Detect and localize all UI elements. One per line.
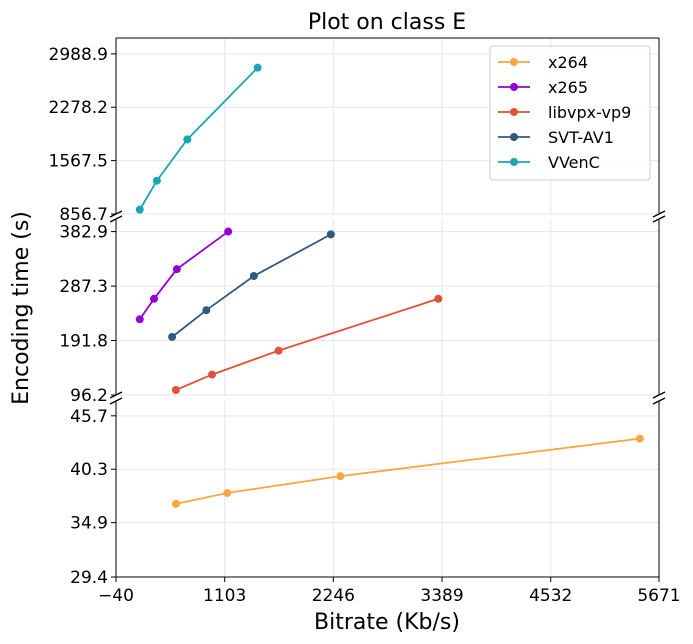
data-point-SVT-AV1 [249, 271, 258, 280]
axes [109, 37, 666, 582]
y-tick-label: 191.8 [59, 332, 108, 352]
x-tick-label: 5671 [637, 586, 680, 606]
y-tick-label: 40.3 [70, 460, 108, 480]
tick-labels: 856.7 1567.5 2278.2 2988.9 96.2 191.8 287.3 382… [49, 45, 681, 606]
data-point-libvpx-vp9 [171, 385, 180, 394]
data-point-x264 [635, 434, 644, 443]
axis-break-mark [652, 397, 666, 405]
x-tick-label: 2246 [312, 586, 355, 606]
data-point-x264 [223, 488, 232, 497]
y-tick-label: 34.9 [70, 514, 108, 534]
data-point-SVT-AV1 [326, 230, 335, 239]
axis-break-mark [652, 391, 666, 399]
x-tick-label: 1103 [203, 586, 246, 606]
series-line-libvpx-vp9 [175, 297, 439, 391]
series-line-x264 [175, 437, 641, 505]
data-point-x265 [172, 265, 181, 274]
legend-box [489, 45, 651, 181]
axis-break-mark [109, 210, 123, 218]
data-point-x264 [336, 472, 345, 481]
x-tick-label: −40 [98, 586, 134, 606]
axis-break-mark [109, 215, 123, 223]
legend-swatch-marker [510, 158, 518, 166]
series-group [135, 63, 644, 508]
legend-swatch-marker [510, 108, 518, 116]
legend-label: x265 [548, 78, 588, 97]
data-point-libvpx-vp9 [434, 294, 443, 303]
data-point-x264 [171, 499, 180, 508]
y-tick-label: 1567.5 [49, 152, 108, 172]
legend-label: SVT-AV1 [548, 128, 614, 147]
x-axis-title: Bitrate (Kb/s) [314, 610, 460, 635]
data-point-VVenC [253, 63, 262, 72]
data-point-x265 [224, 227, 233, 236]
y-tick-label: 2278.2 [49, 98, 108, 118]
data-point-SVT-AV1 [168, 332, 177, 341]
legend-label: x264 [548, 53, 588, 72]
axis-break-mark [652, 210, 666, 218]
axis-break-mark [109, 391, 123, 399]
y-tick-label: 2988.9 [49, 45, 108, 65]
series-line-SVT-AV1 [171, 233, 332, 338]
y-tick-label: 96.2 [70, 386, 108, 406]
legend-swatch-marker [510, 58, 518, 66]
y-tick-label: 856.7 [59, 205, 108, 225]
legend-swatch-marker [510, 83, 518, 91]
y-tick-label: 45.7 [70, 407, 108, 427]
axis-break-mark [652, 215, 666, 223]
data-point-VVenC [135, 205, 144, 214]
legend-swatch-marker [510, 133, 518, 141]
series-line-x265 [139, 230, 229, 320]
legend: x264 x265 libvpx-vp9 SVT-AV1 VVenC [489, 45, 651, 181]
data-point-x265 [135, 315, 144, 324]
data-point-x265 [150, 294, 159, 303]
axis-break-mark [109, 397, 123, 405]
chart-title: Plot on class E [308, 10, 466, 35]
y-tick-label: 382.9 [59, 223, 108, 243]
legend-label: VVenC [548, 153, 600, 172]
data-point-libvpx-vp9 [274, 346, 283, 355]
x-tick-label: 4532 [529, 586, 572, 606]
y-tick-label: 287.3 [59, 277, 108, 297]
x-tick-label: 3389 [420, 586, 463, 606]
series-line-VVenC [138, 67, 259, 211]
legend-label: libvpx-vp9 [548, 103, 631, 122]
y-tick-label: 29.4 [70, 568, 108, 588]
data-point-VVenC [152, 176, 161, 185]
data-point-SVT-AV1 [202, 306, 211, 315]
data-point-libvpx-vp9 [208, 370, 217, 379]
data-point-VVenC [183, 135, 192, 144]
y-axis-title: Encoding time (s) [9, 211, 34, 405]
